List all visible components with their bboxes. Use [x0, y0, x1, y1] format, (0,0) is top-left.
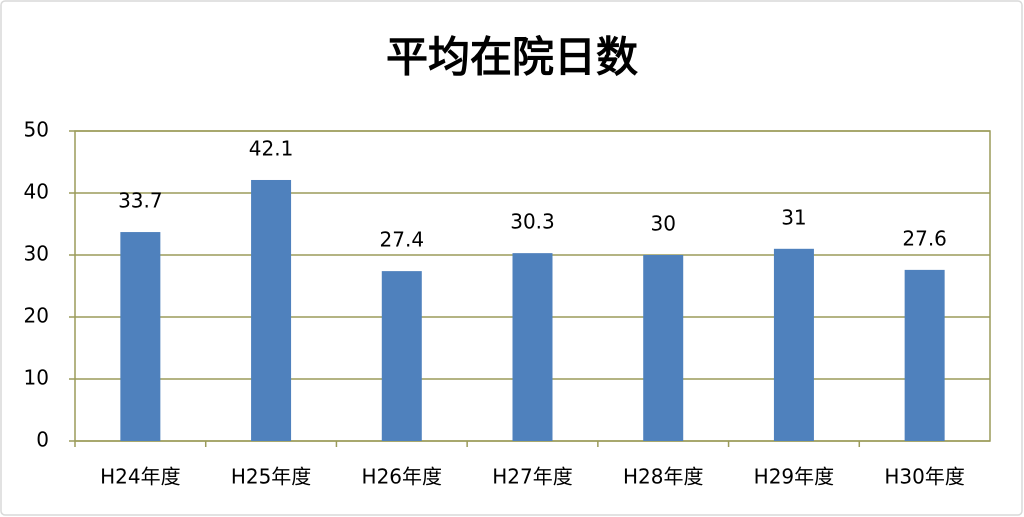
y-tick-label: 10	[24, 366, 49, 390]
x-tick-label: H29年度	[754, 465, 835, 489]
x-tick-label: H30年度	[884, 465, 965, 489]
y-tick-label: 20	[24, 304, 49, 328]
data-label: 27.6	[902, 226, 947, 250]
x-tick-label: H25年度	[231, 465, 312, 489]
data-label: 31	[781, 205, 806, 229]
y-tick-label: 30	[24, 242, 49, 266]
y-tick-label: 50	[24, 118, 49, 142]
bar	[381, 271, 422, 441]
data-label: 33.7	[118, 189, 163, 213]
x-tick-label: H24年度	[100, 465, 181, 489]
data-label: 27.4	[380, 228, 425, 252]
chart-title: 平均在院日数	[386, 33, 638, 82]
bar	[120, 232, 161, 441]
bar	[643, 255, 684, 441]
x-tick-label: H28年度	[623, 465, 704, 489]
bar	[251, 179, 292, 442]
bar	[512, 253, 553, 441]
data-label: 30	[650, 212, 675, 236]
data-label: 30.3	[510, 210, 555, 234]
y-tick-label: 0	[36, 428, 49, 452]
data-label: 42.1	[249, 136, 294, 160]
bar	[904, 269, 945, 441]
x-tick-label: H27年度	[492, 465, 573, 489]
x-tick-label: H26年度	[362, 465, 443, 489]
bar	[773, 248, 814, 441]
y-tick-label: 40	[24, 180, 49, 204]
